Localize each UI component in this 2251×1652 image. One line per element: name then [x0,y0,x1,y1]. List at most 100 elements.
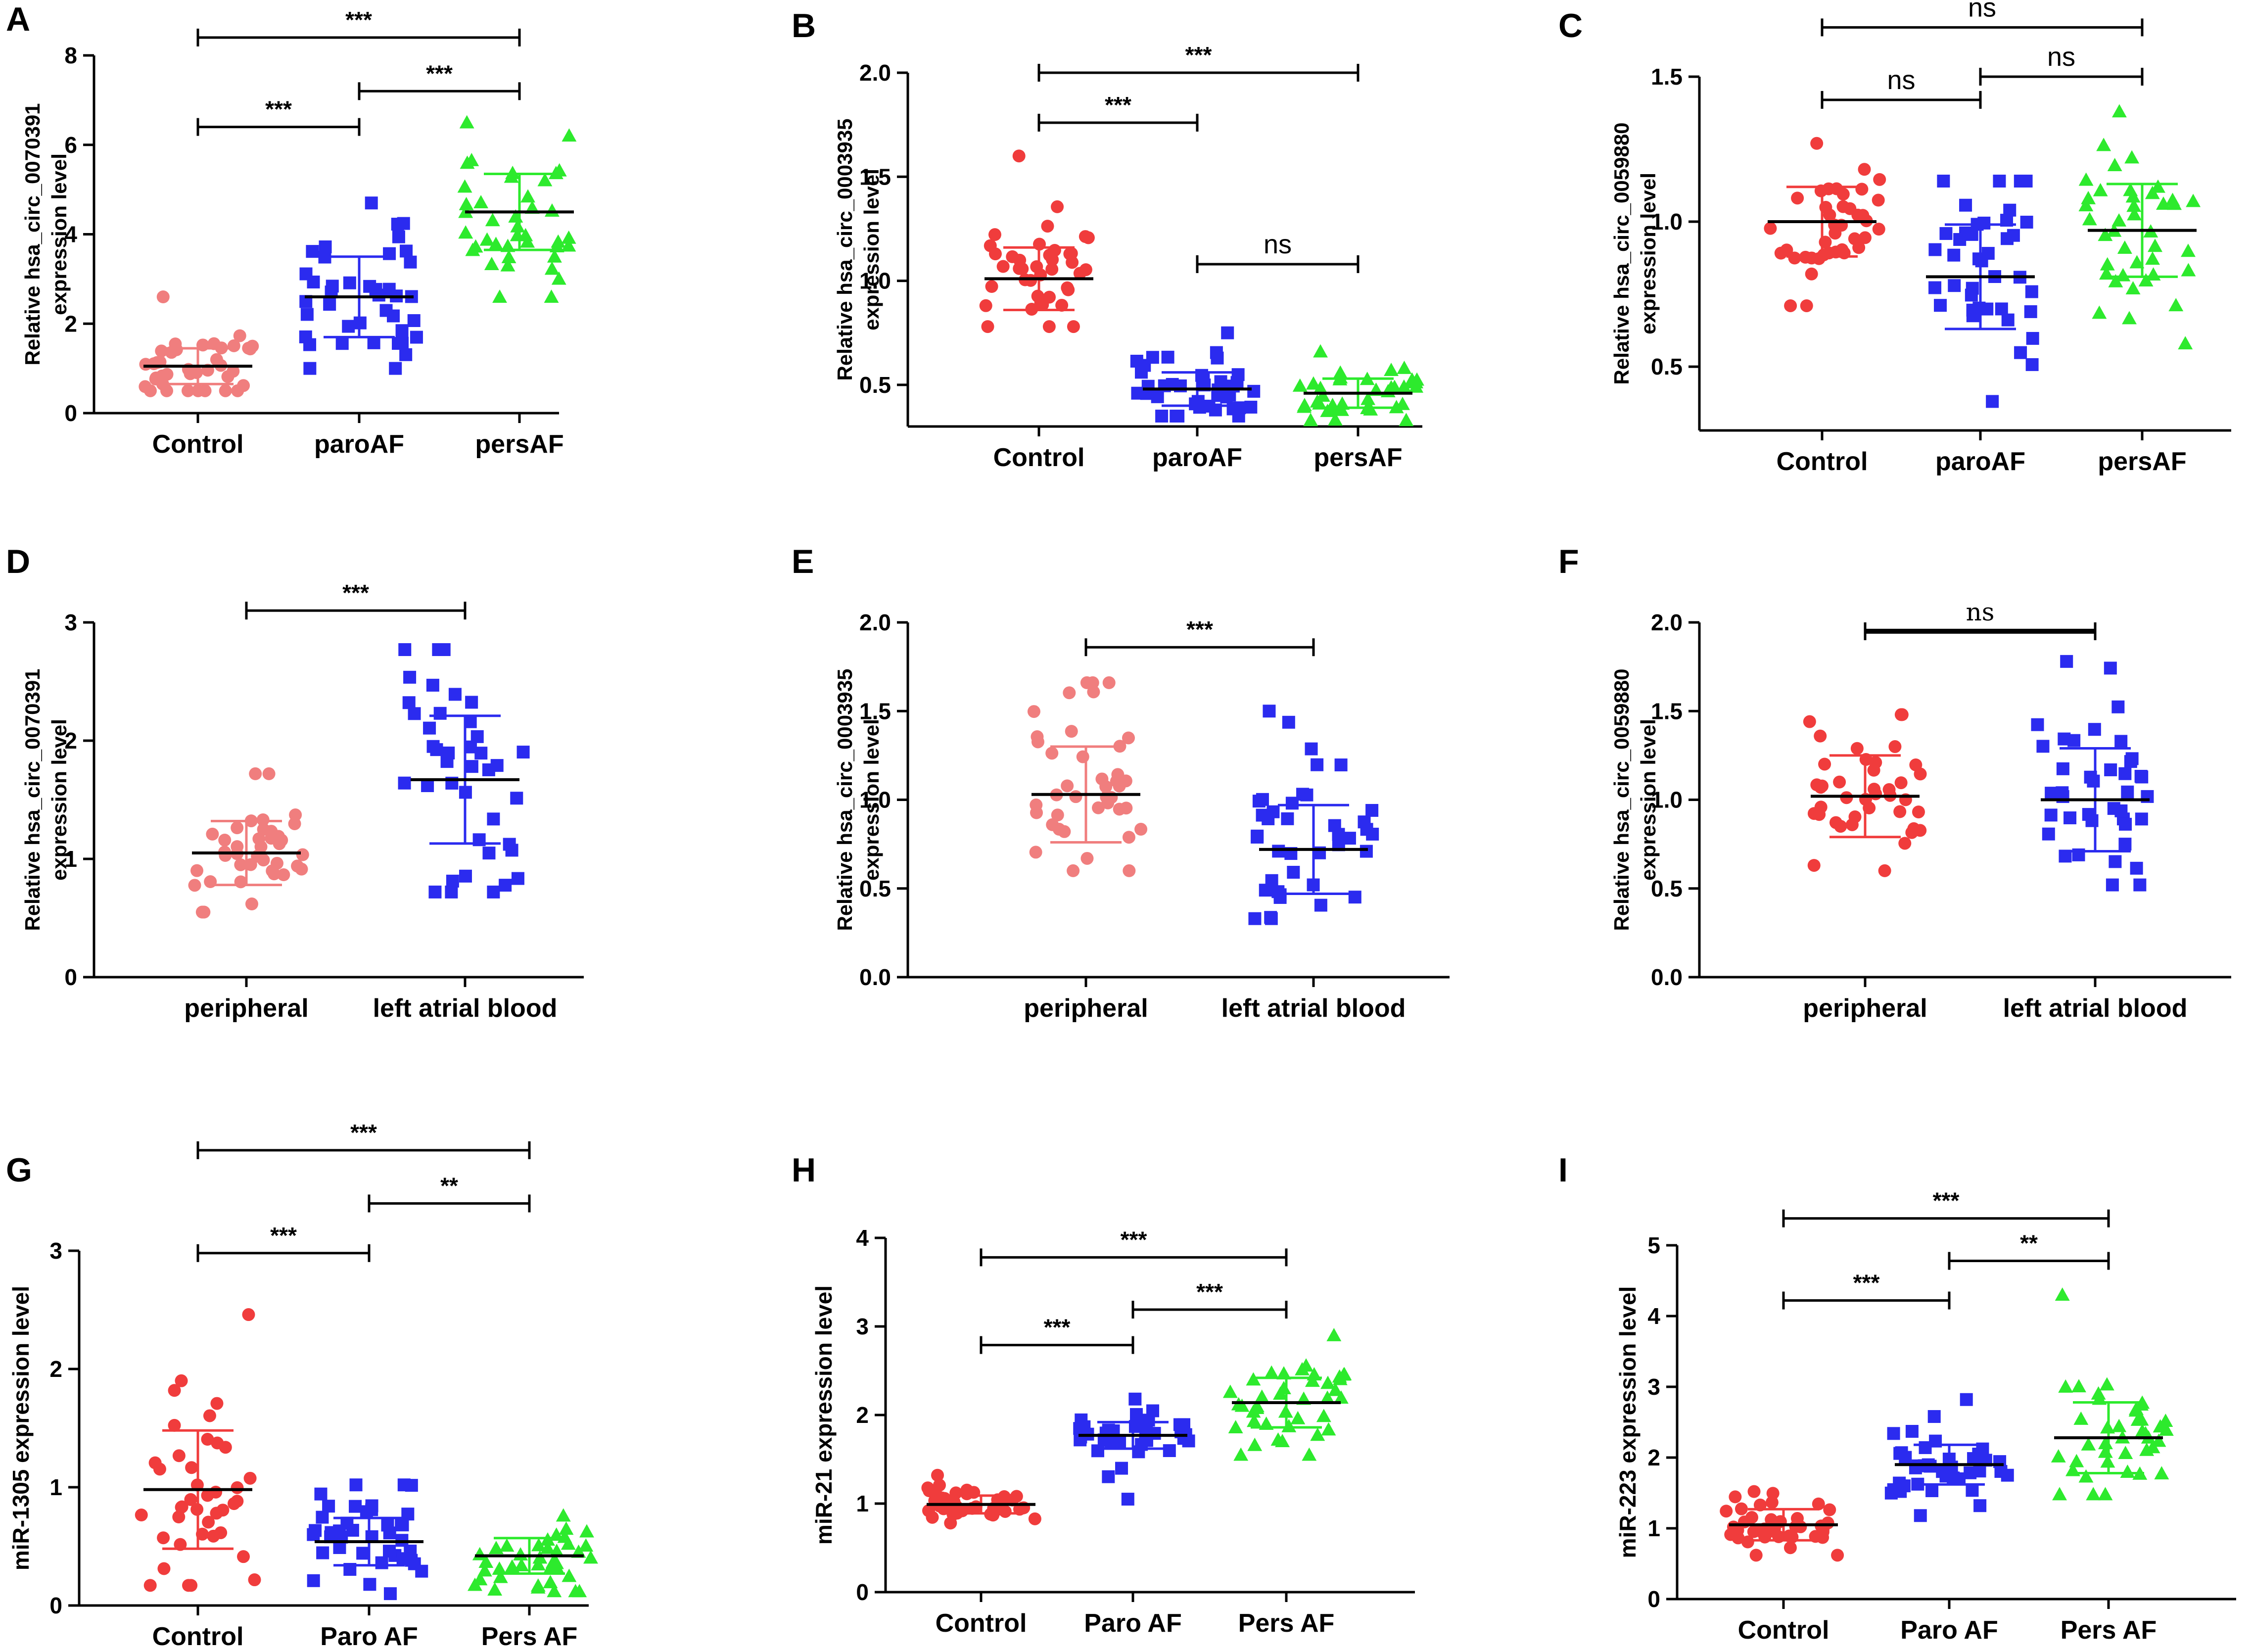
data-point-square [1305,742,1318,755]
data-point-square [398,776,411,790]
data-point-circle [1027,705,1040,718]
data-point-circle [168,1384,181,1397]
data-point-circle [218,834,232,847]
data-point-triangle [1310,1427,1325,1441]
data-point-triangle [1247,1414,1262,1427]
data-point-square [303,338,317,351]
x-category-label: Paro AF [1900,1616,1998,1645]
data-point-square [1360,845,1373,858]
data-point-square [306,245,319,258]
data-point-square [333,1541,346,1554]
data-point-circle [227,1497,240,1510]
significance-label: *** [426,60,453,86]
data-point-square [1965,228,1978,241]
x-category-label: paroAF [314,430,404,459]
data-point-square [404,1544,417,1558]
data-point-square [316,1510,329,1524]
data-point-circle [231,1481,244,1494]
data-point-triangle [2107,158,2122,171]
x-category-label: Paro AF [320,1622,418,1651]
data-point-circle [156,290,170,304]
y-axis-title: miR-21 expression level [811,1285,837,1545]
data-point-square [426,678,439,692]
data-point-circle [1063,686,1076,700]
panel-f: F 0.0 0.5 1.0 1.5 2.0 Relative hsa_circ_005988… [1558,543,2231,1023]
data-point-triangle [2052,1487,2067,1501]
data-point-circle [237,379,250,392]
significance-label: ns [2047,42,2075,72]
data-point-circle [984,239,997,252]
panel-c: C 0.5 1.0 1.5 Relative hsa_circ_0059880 expre… [1558,0,2231,476]
panel-i: I 0 1 2 3 4 5 miR-223 expression level Control Pa… [1558,1151,2236,1645]
data-point-square [1141,379,1155,393]
y-tick-label: 1.5 [859,698,891,724]
data-point-square [1973,1499,1987,1512]
data-point-triangle [2181,263,2196,277]
data-point-triangle [2154,1466,2169,1480]
y-tick-label: 1.5 [1651,698,1683,724]
data-point-square [2045,787,2058,800]
data-point-square [392,230,405,243]
data-point-triangle [1335,396,1350,410]
data-point-circle [1720,1505,1733,1518]
y-tick-label: 8 [64,43,77,68]
data-point-square [1244,400,1258,414]
data-point-square [1959,198,1972,212]
data-point-circle [1061,281,1074,294]
data-point-square [499,879,512,892]
y-tick-label: 1.5 [1651,64,1683,90]
data-point-square [367,336,380,349]
data-point-circle [185,1461,198,1474]
y-axis-title-line: Relative hsa_circ_0059880 [1610,668,1633,931]
data-point-circle [1069,790,1082,803]
data-point-triangle [2058,1379,2073,1393]
data-point-square [1251,831,1264,844]
data-point-circle [1749,1549,1763,1562]
data-point-triangle [2168,298,2184,312]
y-axis-title-line: expression level [47,719,71,881]
data-point-square [2114,735,2128,748]
significance-bracket: *** [1037,42,1360,82]
data-point-triangle [2100,257,2115,271]
significance-bracket: *** [358,60,521,100]
data-point-circle [1041,220,1054,233]
data-point-triangle [473,195,489,209]
data-point-circle [1831,1549,1844,1562]
data-point-triangle [561,230,576,244]
data-point-circle [1810,778,1824,792]
data-point-triangle [2051,1449,2066,1463]
data-point-circle [203,1409,216,1422]
data-point-circle [1061,779,1074,793]
data-point-square [316,1546,329,1559]
data-point-circle [296,848,309,861]
data-point-circle [1029,846,1042,859]
data-point-square [1248,912,1262,925]
series-control [979,149,1095,333]
y-tick-label: 0.5 [1651,354,1683,379]
data-point-square [363,1578,376,1591]
data-point-square [1155,409,1169,423]
data-point-square [1226,402,1240,416]
data-point-square [1953,233,1967,246]
data-point-circle [1099,780,1113,793]
data-point-circle [196,1527,209,1541]
data-point-square [2104,661,2117,675]
data-point-circle [1805,267,1818,281]
data-point-triangle [2145,186,2160,199]
data-point-circle [204,875,217,889]
data-point-triangle [561,1536,576,1550]
data-point-circle [219,384,232,397]
data-point-circle [931,1468,944,1482]
data-point-square [375,1556,388,1569]
data-point-circle [1111,768,1125,781]
data-point-triangle [1249,1401,1265,1415]
data-point-circle [242,341,255,355]
data-point-square [1995,302,2008,316]
series-control [1764,137,1886,312]
data-point-square [1994,1465,2008,1478]
y-tick-label: 0 [1647,1586,1660,1612]
data-point-square [2109,855,2122,868]
series-control [921,1468,1041,1530]
data-point-square [1282,715,1295,729]
data-point-circle [201,1433,214,1446]
